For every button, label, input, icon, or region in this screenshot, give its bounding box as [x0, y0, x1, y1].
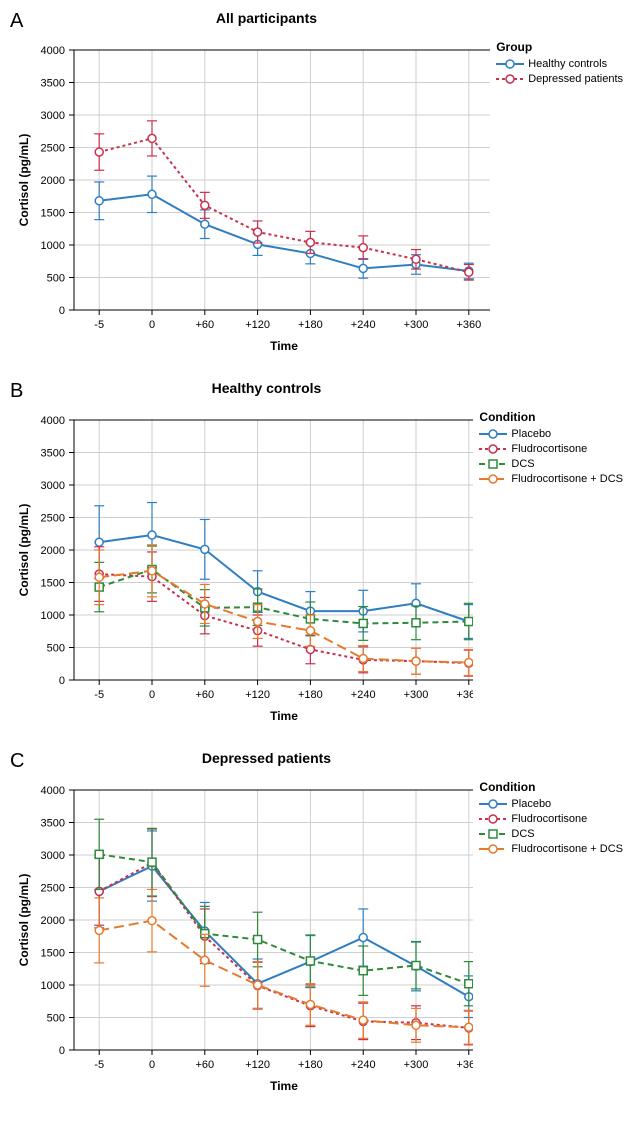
svg-text:2000: 2000: [41, 545, 65, 557]
svg-text:-5: -5: [94, 689, 104, 701]
legend-item: Healthy controls: [496, 58, 623, 70]
panel-C: CDepressed patients050010001500200025003…: [10, 750, 623, 1100]
legend-label: Healthy controls: [528, 58, 607, 70]
legend-label: Fludrocortisone + DCS: [511, 473, 623, 485]
figure-root: AAll participants05001000150020002500300…: [10, 10, 623, 1100]
legend-item: DCS: [479, 828, 623, 840]
panel-label: A: [10, 10, 23, 33]
svg-text:4000: 4000: [41, 785, 65, 797]
svg-text:Time: Time: [270, 1079, 298, 1093]
svg-text:0: 0: [149, 689, 155, 701]
svg-text:0: 0: [149, 1059, 155, 1071]
legend: Group Healthy controls Depressed patients: [496, 40, 623, 88]
svg-text:+60: +60: [195, 1059, 214, 1071]
legend-label: DCS: [511, 458, 534, 470]
svg-text:Cortisol (pg/mL): Cortisol (pg/mL): [17, 504, 31, 597]
panel-title: Depressed patients: [0, 750, 623, 766]
svg-text:500: 500: [47, 273, 65, 285]
legend-item: Fludrocortisone: [479, 813, 623, 825]
panel-label: C: [10, 750, 24, 773]
svg-text:+60: +60: [195, 319, 214, 331]
panel-A: AAll participants05001000150020002500300…: [10, 10, 623, 360]
legend-title: Condition: [479, 410, 623, 424]
svg-text:+360: +360: [456, 689, 473, 701]
legend: Condition Placebo Fludrocortisone DCS Fludro…: [479, 410, 623, 488]
svg-text:1000: 1000: [41, 610, 65, 622]
svg-text:0: 0: [59, 305, 65, 317]
legend-label: Fludrocortisone: [511, 443, 587, 455]
svg-text:3500: 3500: [41, 448, 65, 460]
svg-text:4000: 4000: [41, 45, 65, 57]
svg-text:-5: -5: [94, 1059, 104, 1071]
svg-text:+360: +360: [456, 319, 481, 331]
svg-text:4000: 4000: [41, 415, 65, 427]
chart-svg: 0 500 1000 1500 2000 2500 3000 3500 4000 -5 0 +60 +1…: [10, 30, 490, 360]
legend-item: Fludrocortisone: [479, 443, 623, 455]
svg-text:1000: 1000: [41, 980, 65, 992]
chart-svg: 0 500 1000 1500 2000 2500 3000 3500 4000 -5 0 +60 +1…: [10, 400, 473, 730]
svg-text:+240: +240: [351, 1059, 376, 1071]
legend-label: Depressed patients: [528, 73, 623, 85]
svg-text:3500: 3500: [41, 78, 65, 90]
legend-title: Condition: [479, 780, 623, 794]
legend: Condition Placebo Fludrocortisone DCS Fludro…: [479, 780, 623, 858]
legend-item: Placebo: [479, 428, 623, 440]
svg-text:+120: +120: [245, 689, 270, 701]
svg-text:+300: +300: [404, 1059, 429, 1071]
panel-B: BHealthy controls05001000150020002500300…: [10, 380, 623, 730]
svg-text:+360: +360: [456, 1059, 473, 1071]
svg-text:Cortisol (pg/mL): Cortisol (pg/mL): [17, 134, 31, 227]
panel-title: All participants: [0, 10, 623, 26]
svg-text:+60: +60: [195, 689, 214, 701]
svg-text:3000: 3000: [41, 110, 65, 122]
svg-text:2500: 2500: [41, 883, 65, 895]
panel-label: B: [10, 380, 23, 403]
svg-text:+120: +120: [245, 1059, 270, 1071]
legend-label: DCS: [511, 828, 534, 840]
svg-text:+120: +120: [245, 319, 270, 331]
svg-text:3000: 3000: [41, 850, 65, 862]
svg-text:+300: +300: [404, 689, 429, 701]
legend-item: DCS: [479, 458, 623, 470]
svg-text:2500: 2500: [41, 513, 65, 525]
svg-text:0: 0: [59, 1045, 65, 1057]
svg-text:1500: 1500: [41, 948, 65, 960]
legend-label: Placebo: [511, 798, 551, 810]
svg-text:1500: 1500: [41, 578, 65, 590]
legend-label: Fludrocortisone: [511, 813, 587, 825]
legend-item: Fludrocortisone + DCS: [479, 473, 623, 485]
svg-text:500: 500: [47, 1013, 65, 1025]
svg-text:Time: Time: [270, 339, 298, 353]
svg-text:0: 0: [149, 319, 155, 331]
svg-text:+180: +180: [298, 1059, 323, 1071]
svg-text:+240: +240: [351, 689, 376, 701]
chart-svg: 0 500 1000 1500 2000 2500 3000 3500 4000 -5 0 +60 +1…: [10, 770, 473, 1100]
svg-text:+180: +180: [298, 689, 323, 701]
svg-text:Cortisol (pg/mL): Cortisol (pg/mL): [17, 874, 31, 967]
svg-text:2000: 2000: [41, 175, 65, 187]
svg-text:+180: +180: [298, 319, 323, 331]
legend-label: Placebo: [511, 428, 551, 440]
svg-text:3500: 3500: [41, 818, 65, 830]
svg-text:0: 0: [59, 675, 65, 687]
panel-title: Healthy controls: [0, 380, 623, 396]
svg-text:+300: +300: [404, 319, 429, 331]
svg-text:+240: +240: [351, 319, 376, 331]
svg-text:-5: -5: [94, 319, 104, 331]
svg-text:2500: 2500: [41, 143, 65, 155]
legend-item: Depressed patients: [496, 73, 623, 85]
svg-text:3000: 3000: [41, 480, 65, 492]
svg-text:1500: 1500: [41, 208, 65, 220]
legend-item: Placebo: [479, 798, 623, 810]
svg-text:Time: Time: [270, 709, 298, 723]
svg-text:1000: 1000: [41, 240, 65, 252]
svg-text:2000: 2000: [41, 915, 65, 927]
legend-label: Fludrocortisone + DCS: [511, 843, 623, 855]
legend-title: Group: [496, 40, 623, 54]
legend-item: Fludrocortisone + DCS: [479, 843, 623, 855]
svg-text:500: 500: [47, 643, 65, 655]
